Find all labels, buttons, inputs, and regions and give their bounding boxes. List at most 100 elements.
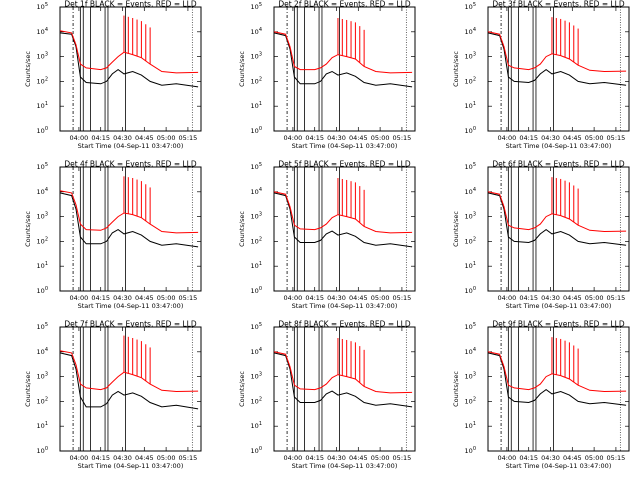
x-tick-label: 05:00 [585, 134, 604, 142]
x-tick-label: 05:15 [607, 294, 626, 302]
plot-frame [487, 166, 630, 292]
y-tick-label: 104 [37, 347, 48, 356]
y-tick-exponent: 1 [473, 101, 476, 107]
plot-frame [273, 326, 416, 452]
y-tick-label: 100 [465, 286, 476, 295]
y-tick-label: 102 [37, 76, 48, 85]
y-tick-label: 101 [251, 421, 262, 430]
y-tick-label: 104 [465, 187, 476, 196]
x-axis-label: Start Time (04-Sep-11 03:47:00) [78, 462, 184, 470]
y-tick-label: 105 [465, 322, 476, 331]
x-axis-label: Start Time (04-Sep-11 03:47:00) [506, 462, 612, 470]
y-tick-exponent: 1 [473, 261, 476, 267]
panel-det-8: Det 8f BLACK = Events, RED = LLD10010110… [238, 320, 416, 470]
x-tick-label: 04:15 [91, 134, 110, 142]
x-tick-label: 04:15 [91, 294, 110, 302]
y-tick-exponent: 4 [45, 347, 48, 353]
x-tick-label: 04:00 [498, 454, 517, 462]
x-tick-label: 04:30 [327, 454, 346, 462]
y-tick-label: 100 [251, 126, 262, 135]
y-tick-label: 103 [465, 212, 476, 221]
y-tick-exponent: 0 [473, 446, 476, 452]
x-tick-label: 04:00 [284, 454, 303, 462]
y-tick-exponent: 3 [473, 52, 476, 58]
y-tick-label: 101 [37, 421, 48, 430]
x-tick-label: 04:30 [327, 134, 346, 142]
y-tick-label: 101 [465, 101, 476, 110]
y-tick-exponent: 5 [473, 162, 476, 168]
plot-frame [487, 6, 630, 132]
x-tick-label: 04:15 [519, 294, 538, 302]
x-tick-label: 04:00 [70, 134, 89, 142]
y-tick-label: 100 [251, 286, 262, 295]
y-tick-exponent: 0 [45, 286, 48, 292]
series-line-events [273, 32, 413, 88]
y-tick-label: 101 [465, 421, 476, 430]
y-tick-label: 103 [37, 52, 48, 61]
y-tick-exponent: 1 [45, 261, 48, 267]
y-tick-exponent: 4 [259, 347, 262, 353]
series-line-lld [487, 351, 627, 393]
x-tick-label: 04:45 [563, 454, 582, 462]
x-tick-label: 04:30 [113, 134, 132, 142]
y-tick-label: 100 [465, 126, 476, 135]
y-tick-exponent: 4 [45, 27, 48, 33]
series-line-lld [487, 31, 627, 73]
panel-title: Det 2f BLACK = Events, RED = LLD [278, 0, 411, 9]
x-tick-label: 04:30 [541, 294, 560, 302]
y-tick-label: 101 [465, 261, 476, 270]
y-tick-label: 101 [37, 101, 48, 110]
y-tick-exponent: 2 [259, 396, 262, 402]
y-tick-label: 100 [37, 126, 48, 135]
x-axis-label: Start Time (04-Sep-11 03:47:00) [292, 142, 398, 150]
series-line-events [59, 32, 199, 88]
y-tick-exponent: 2 [473, 396, 476, 402]
x-axis-label: Start Time (04-Sep-11 03:47:00) [506, 302, 612, 310]
y-tick-exponent: 5 [473, 2, 476, 8]
y-tick-exponent: 3 [45, 52, 48, 58]
y-tick-label: 100 [37, 286, 48, 295]
x-tick-label: 04:45 [349, 294, 368, 302]
y-tick-label: 102 [251, 76, 262, 85]
y-tick-label: 100 [465, 446, 476, 455]
x-tick-label: 04:15 [305, 454, 324, 462]
x-tick-label: 04:30 [113, 294, 132, 302]
y-tick-exponent: 5 [45, 2, 48, 8]
x-tick-label: 04:00 [70, 454, 89, 462]
panel-title: Det 3f BLACK = Events, RED = LLD [492, 0, 625, 9]
x-tick-label: 04:15 [91, 454, 110, 462]
y-tick-exponent: 0 [259, 126, 262, 132]
y-axis-label: Counts/sec [24, 211, 32, 247]
y-tick-label: 101 [37, 261, 48, 270]
x-tick-label: 04:45 [349, 454, 368, 462]
y-tick-label: 104 [251, 347, 262, 356]
series-line-lld [59, 350, 199, 393]
x-tick-label: 05:15 [393, 294, 412, 302]
panel-title: Det 4f BLACK = Events, RED = LLD [64, 160, 197, 169]
plot-frame [59, 326, 202, 452]
panel-title: Det 9f BLACK = Events, RED = LLD [492, 320, 625, 329]
x-tick-label: 04:45 [135, 294, 154, 302]
x-axis-label: Start Time (04-Sep-11 03:47:00) [292, 462, 398, 470]
x-tick-label: 04:00 [498, 294, 517, 302]
x-tick-label: 05:15 [607, 454, 626, 462]
y-tick-exponent: 1 [45, 421, 48, 427]
y-tick-exponent: 3 [259, 212, 262, 218]
x-tick-label: 05:00 [371, 454, 390, 462]
x-tick-label: 04:00 [284, 294, 303, 302]
y-tick-label: 103 [251, 372, 262, 381]
plot-frame [59, 166, 202, 292]
y-tick-label: 100 [251, 446, 262, 455]
y-tick-label: 105 [251, 322, 262, 331]
panel-det-7: Det 7f BLACK = Events, RED = LLD10010110… [24, 320, 202, 470]
x-tick-label: 04:45 [563, 134, 582, 142]
y-tick-label: 103 [465, 52, 476, 61]
y-tick-exponent: 5 [473, 322, 476, 328]
y-axis-label: Counts/sec [238, 371, 246, 407]
y-tick-exponent: 3 [473, 212, 476, 218]
y-tick-label: 103 [251, 212, 262, 221]
x-tick-label: 04:45 [135, 134, 154, 142]
y-tick-label: 102 [251, 236, 262, 245]
y-tick-exponent: 2 [473, 76, 476, 82]
